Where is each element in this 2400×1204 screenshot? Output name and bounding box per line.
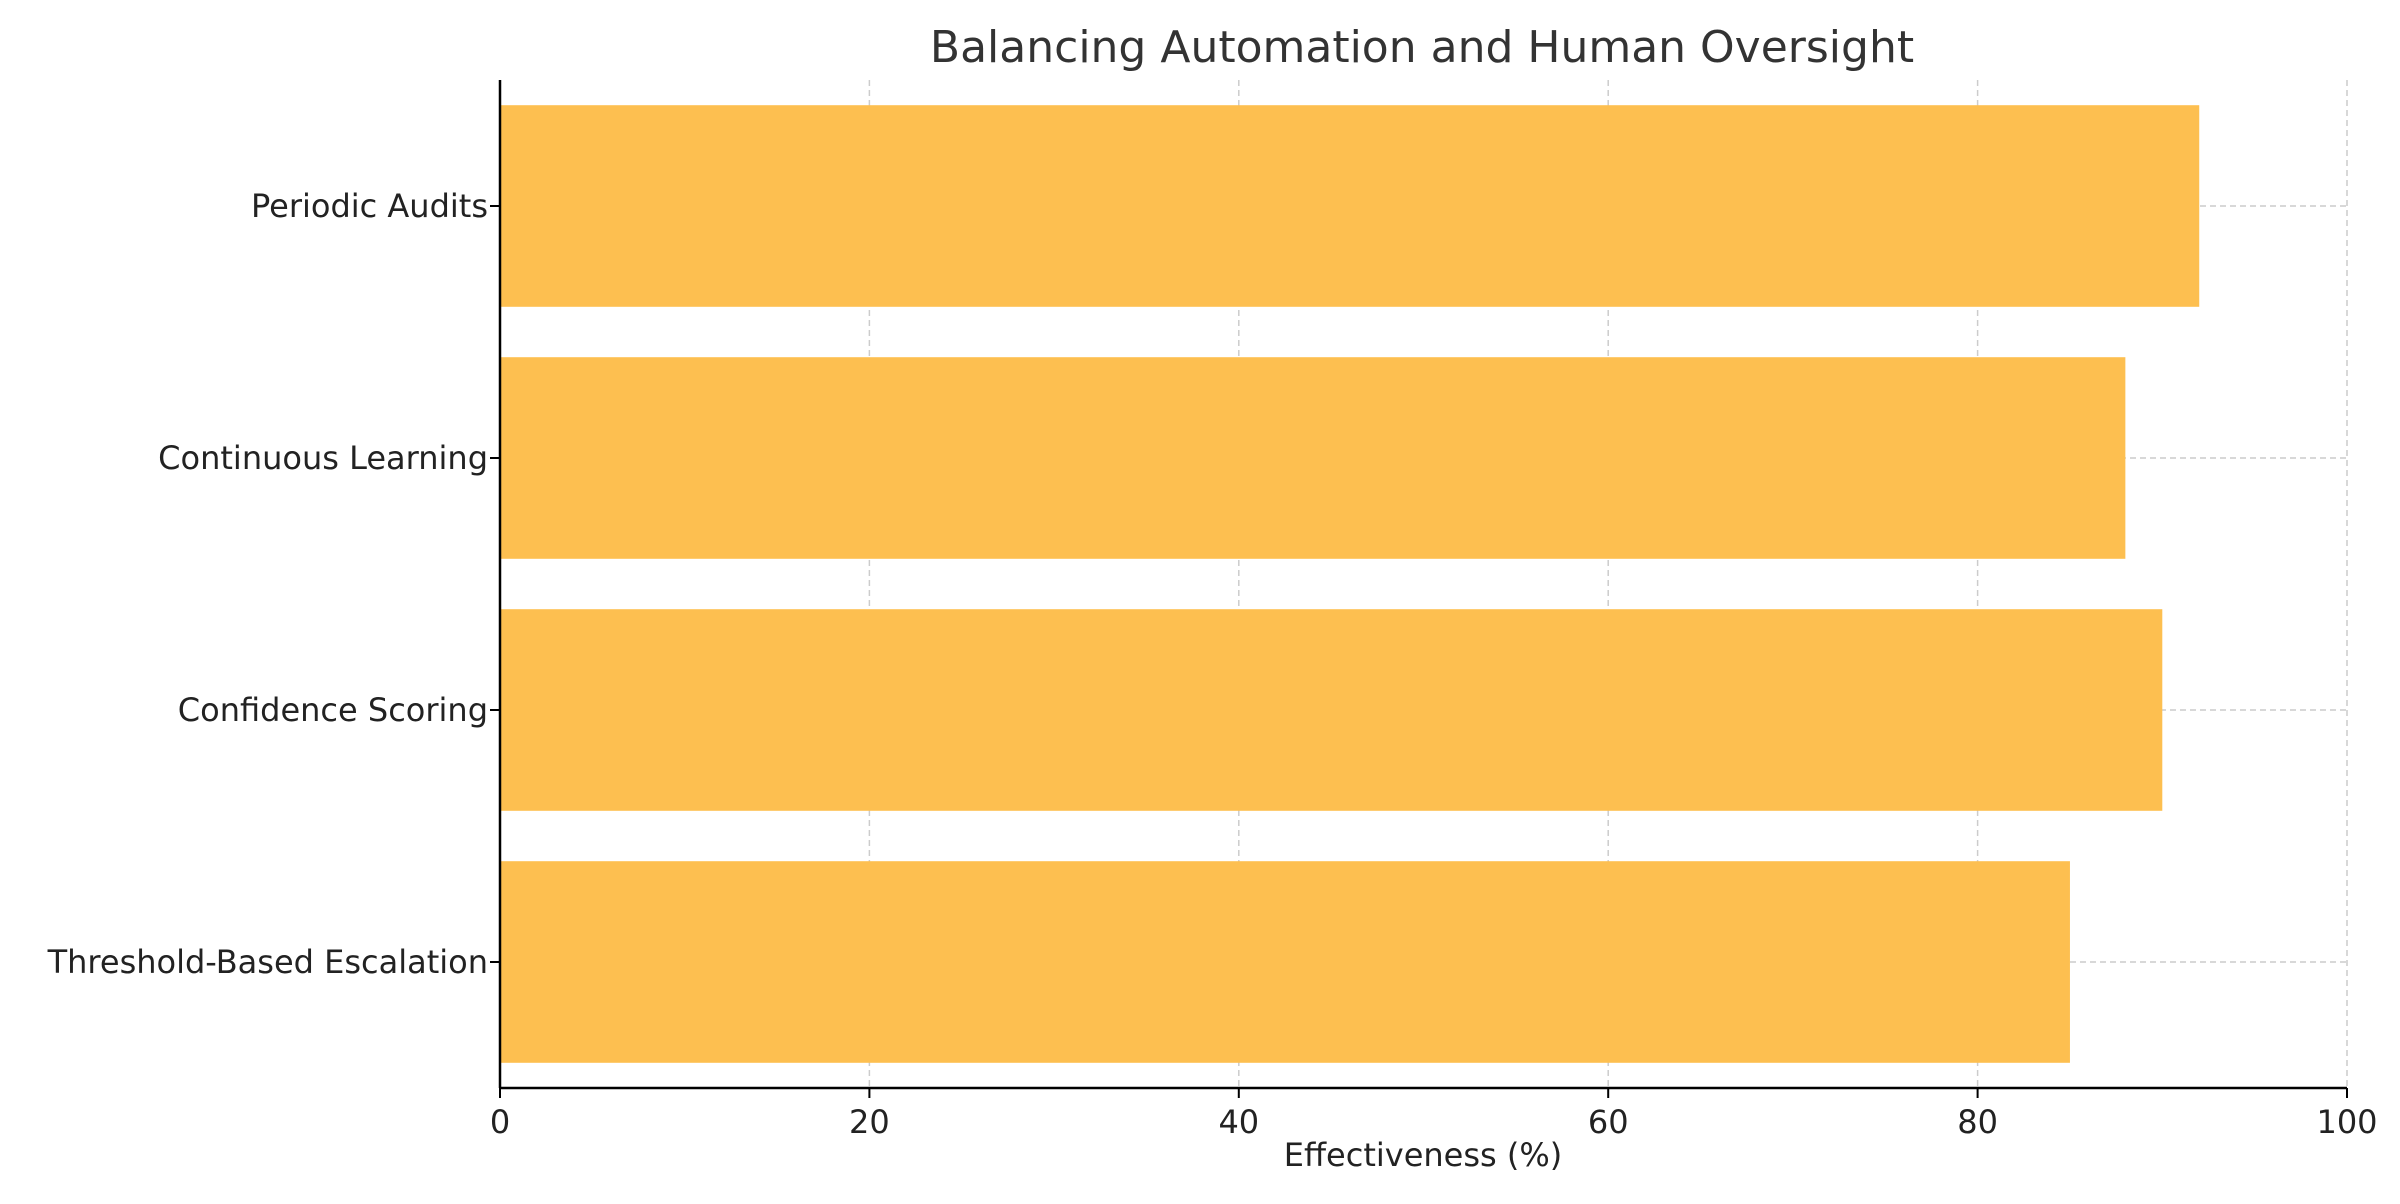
ticks-layer: 0 20 40 60 80 100 Threshold-Based Escalation Co… <box>47 187 2378 1141</box>
x-tick-label: 100 <box>2316 1103 2377 1141</box>
x-tick-label: 20 <box>849 1103 890 1141</box>
bar <box>500 357 2126 559</box>
x-tick-label: 60 <box>1588 1103 1629 1141</box>
chart-title: Balancing Automation and Human Oversight <box>930 22 1914 73</box>
bar <box>500 609 2163 811</box>
bar <box>500 105 2200 307</box>
y-tick-label: Threshold-Based Escalation <box>47 943 488 981</box>
x-tick-label: 40 <box>1218 1103 1259 1141</box>
x-tick-label: 80 <box>1957 1103 1998 1141</box>
x-tick-label: 0 <box>490 1103 510 1141</box>
bar <box>500 861 2070 1063</box>
y-tick-label: Continuous Learning <box>158 439 488 477</box>
y-tick-label: Confidence Scoring <box>178 691 488 729</box>
x-axis-label: Effectiveness (%) <box>1284 1136 1562 1174</box>
y-tick-label: Periodic Audits <box>251 187 488 225</box>
axes-layer <box>498 80 2347 1090</box>
bars-layer <box>500 105 2200 1063</box>
